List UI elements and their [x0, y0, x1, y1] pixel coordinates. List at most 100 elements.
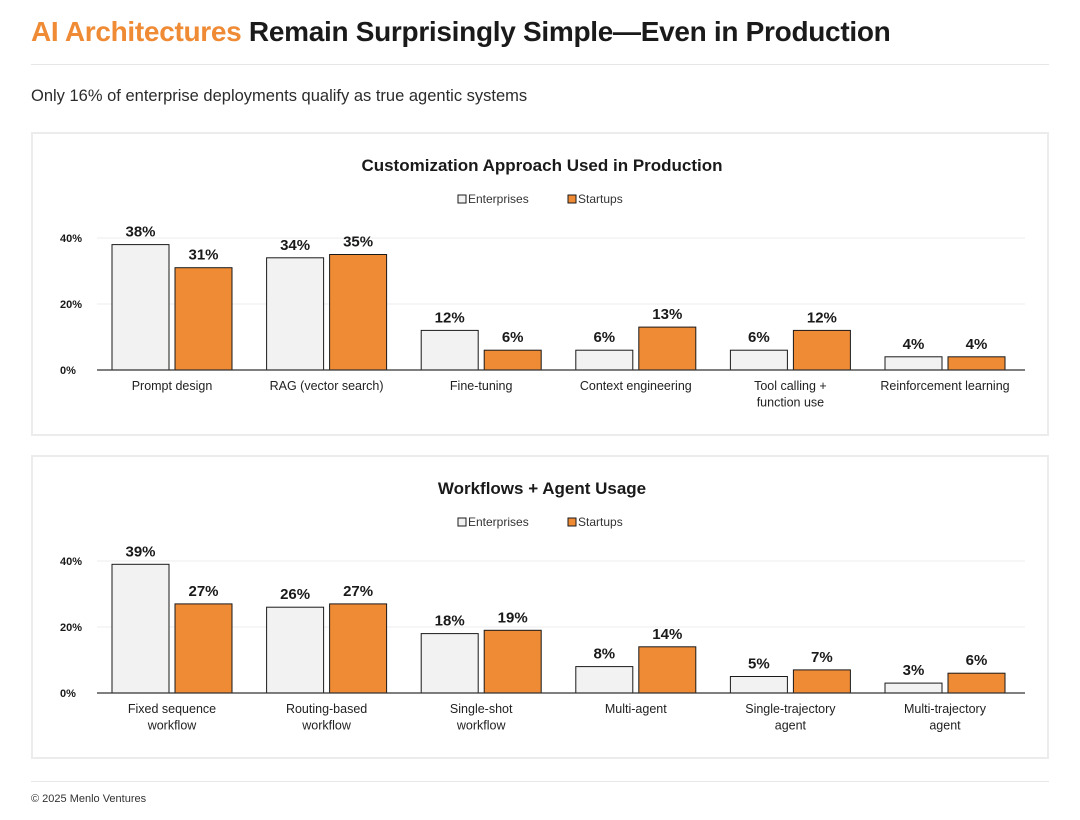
category-label: Routing-based workflow: [286, 702, 367, 733]
footer-copyright: © 2025 Menlo Ventures: [31, 793, 147, 805]
bar-enterprises: [266, 257, 325, 371]
data-label-enterprises: 18%: [435, 613, 465, 630]
header-divider: [31, 64, 1049, 65]
data-label-enterprises: 8%: [593, 646, 615, 663]
category-label-line: Prompt design: [132, 379, 213, 393]
chart-title: Customization Approach Used in Productio…: [361, 156, 722, 175]
legend-label-enterprises: Enterprises: [468, 515, 529, 529]
bar-startups: [947, 356, 1006, 371]
data-label-enterprises: 34%: [280, 237, 310, 254]
bar-enterprises: [729, 676, 788, 694]
data-label-startups: 27%: [343, 583, 373, 600]
data-label-startups: 31%: [188, 247, 218, 264]
data-label-startups: 12%: [807, 309, 837, 326]
data-label-enterprises: 38%: [125, 224, 155, 241]
bar-startups: [638, 326, 697, 371]
data-label-startups: 35%: [343, 234, 373, 251]
category-label-line: Single-shot: [450, 702, 513, 716]
chart-title: Workflows + Agent Usage: [438, 479, 646, 498]
legend-label-enterprises: Enterprises: [468, 192, 529, 206]
category-label-line: Fine-tuning: [450, 379, 513, 393]
y-tick-label: 0%: [60, 688, 76, 700]
category-label: Fixed sequence workflow: [128, 702, 216, 733]
legend-label-startups: Startups: [578, 192, 623, 206]
page-title: AI Architectures Remain Surprisingly Sim…: [31, 16, 891, 48]
bar-enterprises: [420, 633, 479, 694]
category-label-line: Multi-trajectory: [904, 702, 987, 716]
bar-enterprises: [729, 349, 788, 371]
bar-enterprises: [575, 666, 634, 694]
legend-swatch-enterprises: [457, 194, 467, 204]
data-label-enterprises: 6%: [593, 329, 615, 346]
data-label-enterprises: 3%: [903, 662, 925, 679]
bar-startups: [174, 603, 233, 694]
category-label: Multi-agent: [605, 702, 667, 716]
category-label: Single-shot workflow: [450, 702, 513, 733]
category-label-line: agent: [775, 719, 807, 733]
bar-startups: [329, 603, 388, 694]
category-label-line: Routing-based: [286, 702, 367, 716]
category-label-line: Reinforcement learning: [880, 379, 1009, 393]
y-tick-label: 0%: [60, 365, 76, 377]
category-label: Prompt design: [132, 379, 213, 393]
chart-panel-customization: Customization Approach Used in Productio…: [31, 132, 1049, 436]
data-label-enterprises: 6%: [748, 329, 770, 346]
page-subtitle: Only 16% of enterprise deployments quali…: [31, 87, 528, 105]
category-label-line: workflow: [301, 719, 352, 733]
workflows-chart: Workflows + Agent Usage Enterprises Startu…: [60, 479, 1025, 733]
category-label-line: agent: [929, 719, 961, 733]
bar-enterprises: [884, 356, 943, 371]
bar-startups: [947, 672, 1006, 694]
legend-swatch-enterprises: [457, 517, 467, 527]
bar-enterprises: [420, 329, 479, 371]
y-tick-label: 20%: [60, 622, 82, 634]
data-label-enterprises: 12%: [435, 309, 465, 326]
bar-enterprises: [266, 606, 325, 694]
bar-startups: [792, 329, 851, 371]
category-label-line: Fixed sequence: [128, 702, 216, 716]
data-label-startups: 6%: [502, 329, 524, 346]
bar-startups: [174, 267, 233, 371]
data-label-enterprises: 5%: [748, 656, 770, 673]
customization-chart: Customization Approach Used in Productio…: [60, 156, 1025, 410]
y-tick-label: 40%: [60, 233, 82, 245]
bar-startups: [483, 349, 542, 371]
y-tick-label: 20%: [60, 299, 82, 311]
data-label-startups: 7%: [811, 649, 833, 666]
category-label-line: workflow: [147, 719, 198, 733]
category-label: Fine-tuning: [450, 379, 513, 393]
category-label-line: RAG (vector search): [270, 379, 384, 393]
data-label-startups: 14%: [652, 626, 682, 643]
bar-startups: [792, 669, 851, 694]
category-label: Multi-trajectory agent: [904, 702, 987, 733]
y-tick-label: 40%: [60, 556, 82, 568]
category-label-line: Single-trajectory: [745, 702, 836, 716]
category-label: Context engineering: [580, 379, 692, 393]
bar-startups: [483, 629, 542, 694]
bar-startups: [638, 646, 697, 694]
category-label: Reinforcement learning: [880, 379, 1009, 393]
bar-enterprises: [884, 682, 943, 694]
category-label-line: Context engineering: [580, 379, 692, 393]
legend-swatch-startups: [567, 194, 577, 204]
bar-enterprises: [575, 349, 634, 371]
data-label-startups: 13%: [652, 306, 682, 323]
data-label-startups: 6%: [966, 652, 988, 669]
title-rest: Remain Surprisingly Simple—Even in Produ…: [241, 16, 891, 47]
bar-enterprises: [111, 563, 170, 694]
footer-divider: [31, 781, 1049, 782]
title-highlight: AI Architectures: [31, 16, 242, 47]
data-label-startups: 27%: [188, 583, 218, 600]
category-label: RAG (vector search): [270, 379, 384, 393]
legend-swatch-startups: [567, 517, 577, 527]
data-label-startups: 19%: [498, 609, 528, 626]
data-label-startups: 4%: [966, 336, 988, 353]
category-label-line: Multi-agent: [605, 702, 667, 716]
chart-panel-workflows: Workflows + Agent Usage Enterprises Startu…: [31, 455, 1049, 759]
category-label-line: Tool calling +: [754, 379, 827, 393]
data-label-enterprises: 26%: [280, 586, 310, 603]
bar-enterprises: [111, 244, 170, 371]
category-label-line: workflow: [456, 719, 507, 733]
bar-startups: [329, 254, 388, 371]
category-label-line: function use: [757, 396, 824, 410]
